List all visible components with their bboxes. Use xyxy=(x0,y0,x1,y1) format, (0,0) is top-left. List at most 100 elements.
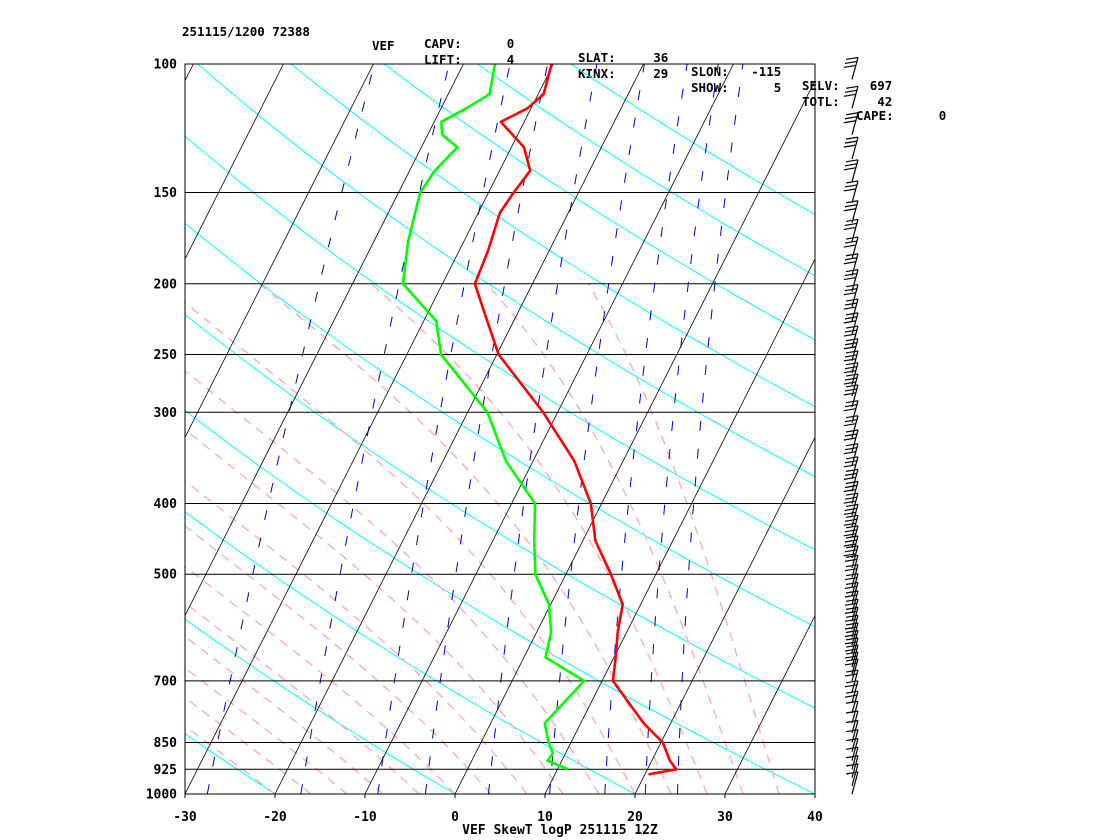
wind-barb-flag xyxy=(844,447,858,451)
wind-barb-flag xyxy=(843,370,856,374)
wind-barb xyxy=(851,615,859,638)
pressure-tick-label: 100 xyxy=(154,58,178,73)
wind-barb-flag xyxy=(843,553,856,557)
wind-barb xyxy=(851,456,859,479)
wind-barb xyxy=(851,599,859,622)
wind-barb-flag xyxy=(844,116,858,120)
wind-barb xyxy=(851,504,859,527)
wind-barb-flag xyxy=(845,312,859,316)
isotherm xyxy=(185,64,374,439)
wind-barb-flag xyxy=(843,306,856,310)
header-line-2: CAPV: 0 SLAT: 36 SLON: -115 SELV: 697 xyxy=(182,23,892,93)
header-lift: LIFT: 4 xyxy=(424,52,515,67)
wind-barb xyxy=(851,219,859,242)
wind-barb xyxy=(851,469,859,492)
wind-barb-flag xyxy=(843,511,856,516)
wind-barb xyxy=(851,771,859,795)
pressure-tick-label: 250 xyxy=(154,348,178,363)
moist-adiabat xyxy=(185,480,528,794)
wind-barb-flag xyxy=(843,543,856,547)
isotherm xyxy=(544,258,815,794)
dry-adiabat xyxy=(185,733,276,794)
header-selv: SELV: 697 xyxy=(802,78,893,93)
wind-barb-flag xyxy=(845,159,859,163)
wind-barb-flag xyxy=(843,144,856,148)
wind-barb xyxy=(851,86,859,109)
dry-adiabat xyxy=(185,222,815,628)
wind-barb-flag xyxy=(845,268,859,273)
wind-barb-flag xyxy=(844,342,858,346)
wind-barb xyxy=(851,622,859,646)
temperature-tick-label: 10 xyxy=(537,810,553,825)
wind-barb xyxy=(851,729,859,752)
temperature-profile xyxy=(473,64,678,776)
wind-barb-flag xyxy=(843,346,856,350)
moist-adiabat xyxy=(486,283,744,794)
isotherm xyxy=(634,436,815,794)
wind-barb-flag xyxy=(845,362,859,366)
moist-adiabat xyxy=(185,696,312,794)
mixing-ratio-line xyxy=(604,64,688,794)
wind-barb-flag xyxy=(844,257,858,261)
moist-adiabat xyxy=(185,602,420,794)
temperature-tick-label: -20 xyxy=(263,810,287,825)
wind-barb-flag xyxy=(844,539,858,543)
wind-barb xyxy=(851,57,859,80)
wind-barb-flag xyxy=(845,85,859,89)
wind-barb-flag xyxy=(845,180,859,184)
wind-barb-flag xyxy=(844,366,858,370)
wind-barb xyxy=(851,112,859,135)
header-line-1: 251115/1200 72388 VEF LIFT: 4 KINX: 29 S… xyxy=(182,11,946,123)
wind-barb xyxy=(851,312,859,336)
moist-adiabat xyxy=(258,283,672,794)
wind-barb-flag xyxy=(845,680,859,684)
wind-barb-flag xyxy=(844,558,858,562)
wind-barb-flag xyxy=(843,488,856,493)
dry-adiabat xyxy=(570,64,815,215)
dry-adiabat xyxy=(185,409,815,794)
wind-barb-flag xyxy=(843,500,856,504)
wind-barb xyxy=(851,755,859,778)
header-totl: TOTL: 42 xyxy=(802,94,893,109)
wind-barb-flag xyxy=(845,218,859,223)
wind-barb-flag xyxy=(844,518,858,522)
dry-adiabat xyxy=(185,313,815,709)
header-capv: CAPV: 0 xyxy=(424,36,515,51)
wind-barb-flag xyxy=(845,514,859,518)
wind-barb-flag xyxy=(843,451,856,455)
wind-barb xyxy=(851,338,859,361)
wind-barb-flag xyxy=(844,673,858,677)
wind-barb-flag xyxy=(845,350,859,354)
wind-barb-flag xyxy=(845,746,859,750)
wind-barb-flag xyxy=(843,381,856,385)
header-slon: SLON: -115 xyxy=(691,64,782,79)
wind-barb-flag xyxy=(844,549,858,553)
wind-barb xyxy=(851,159,859,182)
wind-barb-flag xyxy=(844,694,858,698)
wind-barb xyxy=(851,400,859,423)
wind-barb xyxy=(851,763,859,787)
header-stamp: 251115/1200 72388 xyxy=(182,24,310,39)
wind-barb-flag xyxy=(844,288,858,292)
wind-barb-flag xyxy=(845,581,859,586)
wind-barb-flag xyxy=(845,298,859,302)
isotherm xyxy=(274,64,644,794)
wind-barb-flag xyxy=(843,333,856,337)
wind-barb xyxy=(851,269,859,292)
dry-adiabat xyxy=(185,511,636,794)
moist-adiabat xyxy=(185,301,636,794)
wind-barb xyxy=(851,136,859,160)
header-station: VEF xyxy=(372,38,395,53)
header-kinx: KINX: 29 xyxy=(578,66,669,81)
wind-barb-flag xyxy=(845,384,859,388)
wind-barb-flag xyxy=(844,272,858,277)
wind-barb-flag xyxy=(843,188,856,192)
wind-barb-flag xyxy=(845,325,859,329)
mixing-ratio-line xyxy=(300,64,450,794)
wind-barb-flag xyxy=(845,480,859,485)
wind-barb-flag xyxy=(845,284,859,288)
wind-barb-flag xyxy=(845,236,859,240)
wind-barb-flag xyxy=(844,140,858,144)
wind-barb-flag xyxy=(844,496,858,500)
